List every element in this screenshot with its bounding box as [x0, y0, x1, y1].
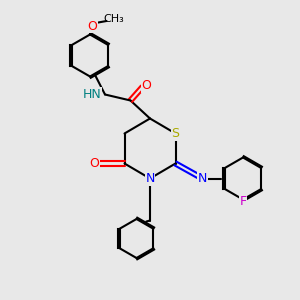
Text: S: S	[172, 127, 179, 140]
Text: F: F	[239, 195, 247, 208]
Text: O: O	[141, 79, 151, 92]
Text: CH₃: CH₃	[103, 14, 124, 25]
Text: N: N	[145, 172, 155, 185]
Text: O: O	[88, 20, 97, 33]
Text: N: N	[198, 172, 207, 185]
Text: HN: HN	[82, 88, 101, 101]
Text: O: O	[90, 157, 99, 170]
